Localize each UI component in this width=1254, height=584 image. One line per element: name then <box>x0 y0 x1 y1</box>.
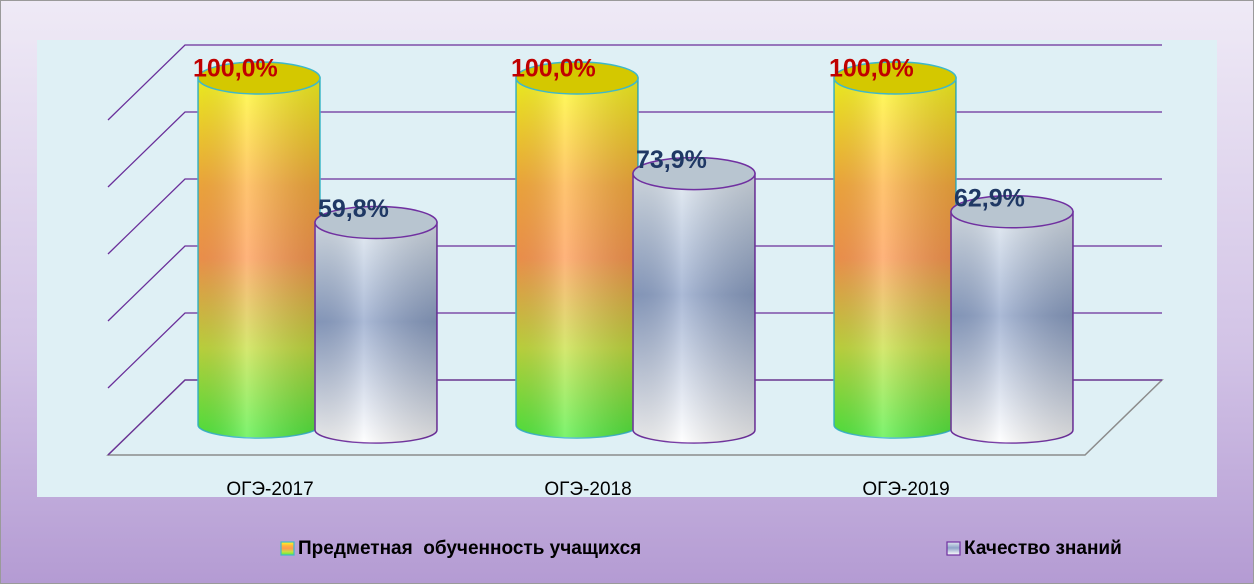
cylinder-shade <box>198 78 320 438</box>
data-label: 59,8% <box>318 195 389 223</box>
cylinder-top <box>515 61 639 95</box>
data-label: 100,0% <box>193 55 278 83</box>
cylinder-shade <box>516 78 638 438</box>
cylinder-top <box>950 194 1074 229</box>
x-tick-label: ОГЭ-2017 <box>226 479 313 500</box>
legend-swatch <box>280 541 295 556</box>
data-label: 73,9% <box>636 146 707 174</box>
cylinder-shade <box>315 222 437 443</box>
cylinder-shade <box>951 211 1073 443</box>
data-label: 62,9% <box>954 184 1025 212</box>
data-label: 100,0% <box>511 55 596 83</box>
x-tick-label: ОГЭ-2019 <box>862 479 949 500</box>
grid-line <box>107 44 1162 121</box>
cylinder-top <box>632 156 756 191</box>
cylinder-top <box>314 205 438 240</box>
legend-swatch <box>946 541 961 556</box>
data-label: 100,0% <box>829 55 914 83</box>
cylinder-shade <box>633 173 755 443</box>
x-tick-label: ОГЭ-2018 <box>544 479 631 500</box>
cylinder-top <box>197 61 321 95</box>
cylinder-shade <box>834 78 956 438</box>
legend-label: Предметная обученность учащихся <box>298 538 641 559</box>
legend-label: Качество знаний <box>964 538 1122 559</box>
cylinder-top <box>833 61 957 95</box>
